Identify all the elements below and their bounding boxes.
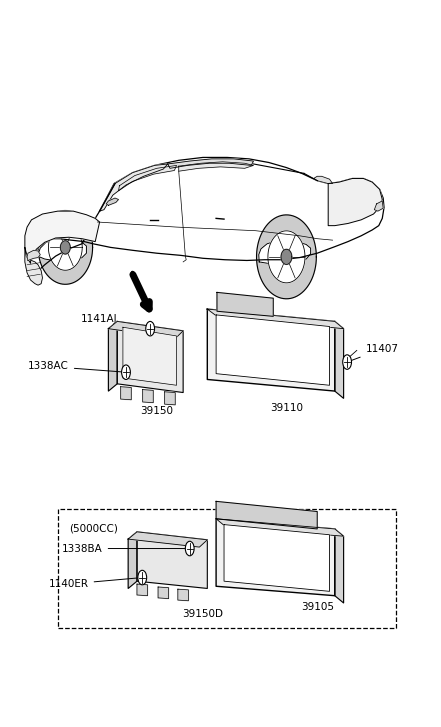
Circle shape xyxy=(122,365,131,379)
Circle shape xyxy=(343,355,351,369)
Polygon shape xyxy=(216,315,329,385)
Polygon shape xyxy=(259,240,310,264)
Polygon shape xyxy=(179,162,254,172)
Polygon shape xyxy=(137,584,148,595)
Bar xyxy=(58,509,396,628)
Polygon shape xyxy=(123,327,176,385)
Text: 39110: 39110 xyxy=(270,403,303,414)
Polygon shape xyxy=(106,198,119,205)
Text: 39105: 39105 xyxy=(301,601,334,611)
Polygon shape xyxy=(108,321,117,391)
Polygon shape xyxy=(257,215,316,299)
Polygon shape xyxy=(60,241,70,254)
Polygon shape xyxy=(119,166,176,190)
Polygon shape xyxy=(374,201,383,211)
Polygon shape xyxy=(164,392,175,405)
Text: 39150: 39150 xyxy=(140,406,173,416)
Polygon shape xyxy=(25,158,384,278)
Polygon shape xyxy=(281,249,292,265)
Polygon shape xyxy=(128,532,137,588)
Polygon shape xyxy=(128,532,207,547)
Text: 11407: 11407 xyxy=(350,344,399,361)
Polygon shape xyxy=(335,321,344,398)
Polygon shape xyxy=(137,532,207,588)
Polygon shape xyxy=(224,525,329,591)
Polygon shape xyxy=(328,178,382,225)
Polygon shape xyxy=(216,519,344,537)
Circle shape xyxy=(185,542,194,555)
Polygon shape xyxy=(25,247,42,285)
Circle shape xyxy=(138,570,147,585)
Polygon shape xyxy=(168,159,254,169)
Polygon shape xyxy=(121,387,131,400)
Polygon shape xyxy=(335,529,344,603)
Polygon shape xyxy=(158,587,168,598)
Polygon shape xyxy=(268,231,305,283)
Text: 1338BA: 1338BA xyxy=(62,544,187,553)
Polygon shape xyxy=(38,238,86,261)
Polygon shape xyxy=(108,321,183,338)
Text: 1141AJ: 1141AJ xyxy=(81,313,147,328)
Polygon shape xyxy=(207,309,344,329)
Text: 39150D: 39150D xyxy=(183,608,224,619)
Polygon shape xyxy=(27,250,40,260)
Polygon shape xyxy=(100,164,168,211)
Text: (5000CC): (5000CC) xyxy=(69,523,118,533)
Polygon shape xyxy=(38,211,93,284)
Polygon shape xyxy=(178,589,188,601)
Polygon shape xyxy=(216,502,317,529)
Polygon shape xyxy=(216,519,335,595)
Polygon shape xyxy=(143,390,153,403)
Polygon shape xyxy=(25,211,100,263)
Polygon shape xyxy=(49,225,82,270)
Text: 1140ER: 1140ER xyxy=(49,578,139,589)
Polygon shape xyxy=(314,176,333,183)
Text: 1338AC: 1338AC xyxy=(28,361,123,372)
Polygon shape xyxy=(207,309,335,391)
Polygon shape xyxy=(217,292,273,316)
Circle shape xyxy=(146,321,154,336)
Polygon shape xyxy=(117,321,183,393)
